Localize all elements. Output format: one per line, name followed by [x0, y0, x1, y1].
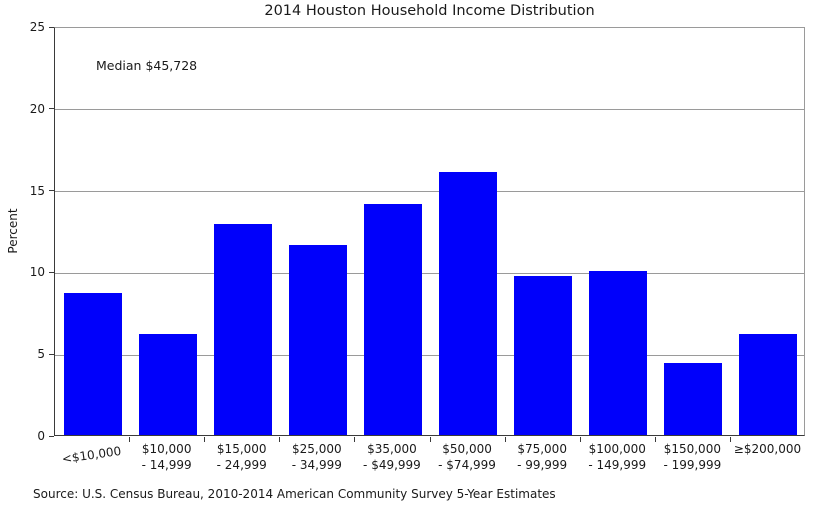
bar	[138, 333, 197, 435]
bar	[739, 333, 798, 435]
x-tick-label-line: $10,000	[141, 442, 192, 456]
x-tick-mark	[579, 437, 581, 442]
y-tick-label: 20	[29, 101, 45, 116]
x-tick-label-line: - 149,999	[588, 458, 647, 472]
y-tick-label: 15	[29, 183, 45, 198]
x-tick-label: $50,000 - $74,999	[422, 441, 513, 473]
y-axis-label: Percent	[6, 208, 20, 254]
chart-title: 2014 Houston Household Income Distributi…	[264, 3, 595, 19]
gridline	[55, 109, 804, 111]
x-tick-label: $150,000 - 199,999	[647, 441, 738, 473]
bar	[439, 171, 498, 435]
x-tick-label-line: - 199,999	[663, 458, 722, 472]
bar	[589, 271, 648, 435]
bar	[213, 223, 272, 435]
x-tick-label-line: $35,000	[367, 442, 417, 456]
x-tick-label-line: ≥$200,000	[733, 442, 802, 456]
x-tick-mark	[729, 437, 731, 442]
x-tick-label-line: - 24,999	[216, 458, 267, 472]
y-tick-mark	[49, 353, 54, 355]
x-tick-mark	[654, 437, 656, 442]
plot-area	[54, 27, 805, 436]
x-tick-label-line: $15,000	[216, 442, 267, 456]
x-tick-mark	[204, 437, 206, 442]
gridline	[55, 354, 804, 356]
gridline	[55, 272, 804, 274]
y-tick-label: 0	[37, 429, 45, 443]
x-tick-mark	[279, 437, 281, 442]
y-tick-label: 10	[29, 265, 45, 280]
gridline	[55, 191, 804, 193]
bar	[514, 276, 573, 435]
x-tick-label: $25,000 - 34,999	[271, 441, 362, 473]
x-tick-mark	[429, 437, 431, 442]
x-tick-label-line: $25,000	[292, 442, 342, 456]
x-tick-label: $75,000 - 99,999	[497, 441, 588, 473]
x-tick-label-line: - $74,999	[438, 458, 496, 472]
x-tick-label-line: - 34,999	[291, 458, 342, 472]
bar	[63, 292, 122, 435]
bar	[664, 363, 723, 435]
y-tick-label: 25	[29, 20, 45, 34]
x-tick-label: $15,000 - 24,999	[196, 441, 287, 473]
x-tick-mark	[129, 437, 131, 442]
x-tick-label: ≥$200,000	[722, 441, 813, 457]
bar	[288, 245, 347, 435]
x-tick-label-line: - 14,999	[141, 458, 192, 472]
x-tick-mark	[354, 437, 356, 442]
x-tick-label-line: $150,000	[663, 442, 721, 456]
x-tick-label: $100,000 - 149,999	[572, 441, 663, 473]
x-tick-label: $10,000 - 14,999	[121, 441, 212, 473]
y-tick-mark	[49, 435, 54, 437]
y-tick-mark	[49, 26, 54, 28]
x-tick-mark	[504, 437, 506, 442]
y-tick-label: 5	[37, 347, 45, 362]
source-note: Source: U.S. Census Bureau, 2010-2014 Am…	[33, 487, 556, 501]
bar	[363, 204, 422, 435]
y-tick-mark	[49, 190, 54, 192]
x-tick-label-line: - 99,999	[517, 458, 568, 472]
x-tick-label: $35,000 - $49,999	[346, 441, 437, 473]
x-tick-label-line: $100,000	[588, 442, 646, 456]
x-tick-label-line: $50,000	[442, 442, 492, 456]
median-annotation: Median $45,728	[96, 58, 198, 73]
y-tick-mark	[49, 271, 54, 273]
x-tick-label-line: $75,000	[517, 442, 567, 456]
x-tick-label-line: - $49,999	[363, 458, 421, 472]
y-tick-mark	[49, 108, 54, 110]
